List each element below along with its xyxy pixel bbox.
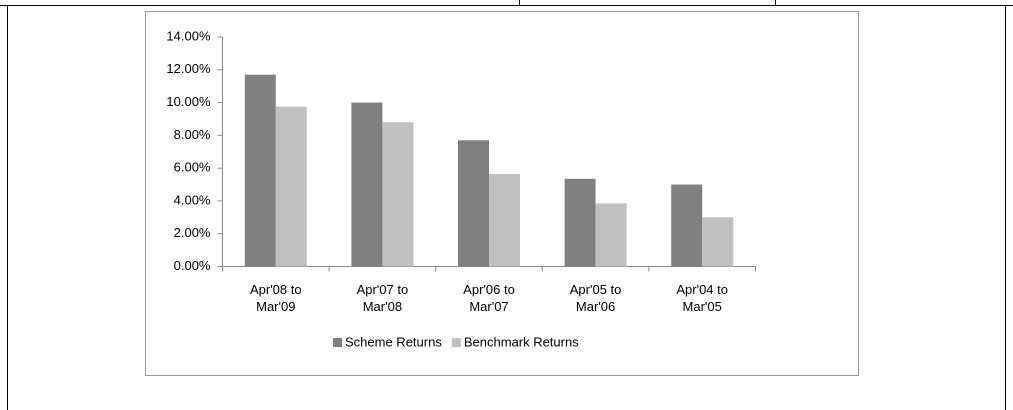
y-tick-label: 8.00% <box>174 127 211 142</box>
y-tick-label: 6.00% <box>174 160 211 175</box>
bar <box>564 178 596 267</box>
x-tick-label: Apr'08 to Mar'09 <box>249 282 302 314</box>
bar <box>702 217 734 267</box>
y-tick-label: 10.00% <box>166 94 211 109</box>
legend-label: Scheme Returns <box>345 334 442 349</box>
x-tick-label: Apr'06 to Mar'07 <box>463 282 515 314</box>
x-tick-label: Apr'05 to Mar'06 <box>569 282 622 314</box>
bar <box>458 140 489 267</box>
y-tick-label: 0.00% <box>174 258 211 273</box>
legend-swatch <box>451 338 461 347</box>
y-tick-label: 4.00% <box>174 192 211 207</box>
legend-label: Benchmark Returns <box>464 334 579 349</box>
bar <box>671 184 703 267</box>
bar <box>351 102 383 267</box>
legend-swatch <box>333 338 342 347</box>
x-tick-label: Apr'04 to Mar'05 <box>676 282 728 314</box>
bar <box>595 203 627 267</box>
bar <box>382 122 414 267</box>
y-tick-label: 12.00% <box>166 61 211 76</box>
bar <box>489 173 520 267</box>
x-tick-label: Apr'07 to Mar'08 <box>356 282 409 314</box>
y-tick-label: 2.00% <box>174 225 211 240</box>
bar <box>244 74 276 267</box>
bar <box>275 106 307 267</box>
y-tick-label: 14.00% <box>166 28 211 43</box>
